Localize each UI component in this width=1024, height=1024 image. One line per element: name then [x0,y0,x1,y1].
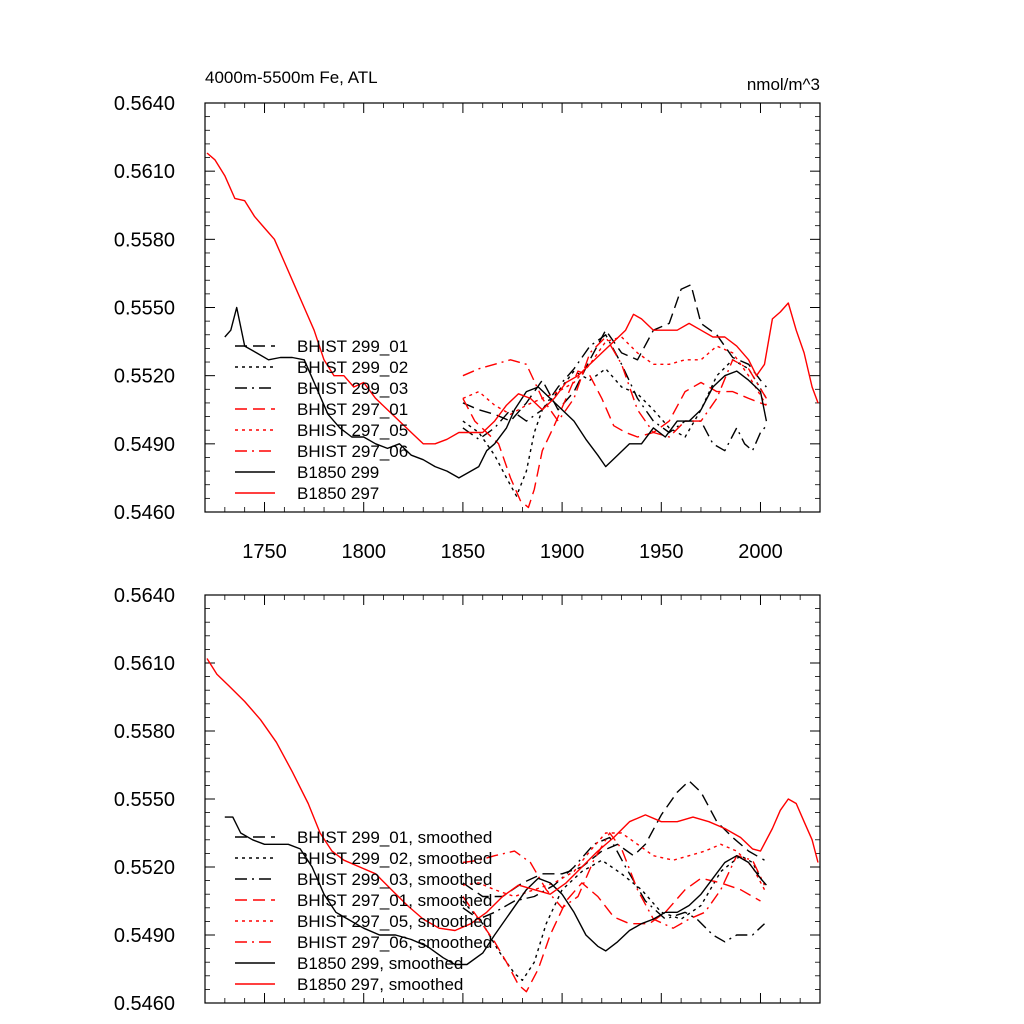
legend-label: B1850 299, smoothed [297,954,463,973]
y-tick-label: 0.5610 [114,161,175,183]
series-line-5 [462,832,766,898]
legend-label: B1850 299 [297,463,379,482]
y-tick-label: 0.5550 [114,298,175,320]
series-line-2 [462,855,766,981]
chart-panel-2: 0.5460 0.5490 0.5520 0.5550 0.5580 0.5610 0.56… [114,585,821,1015]
series-line-6 [462,832,766,929]
y-tick-label: 0.5520 [114,857,175,879]
series-line-7 [224,306,768,479]
series-line-3 [462,334,767,452]
legend-label: BHIST 297_06 [297,442,408,461]
y-tick-label: 0.5580 [114,229,175,251]
x-tick-label: 1750 [242,541,287,563]
y-tick-label: 0.5460 [114,993,175,1015]
legend-label: B1850 297, smoothed [297,975,463,994]
legend-label: BHIST 299_02, smoothed [297,849,492,868]
y-tick-label: 0.5490 [114,925,175,947]
series-line-3 [462,836,765,943]
x-tick-label: 1900 [540,541,585,563]
legend: BHIST 299_01, smoothed BHIST 299_02, smoo… [235,828,492,994]
y-tick-label: 0.5610 [114,653,175,675]
y-tick-label: 0.5580 [114,721,175,743]
x-tick-label: 1850 [441,541,486,563]
legend-label: BHIST 299_03 [297,379,408,398]
chart-title: 4000m-5500m Fe, ATL [205,68,378,87]
series-line-6 [462,336,767,438]
data-lines [206,658,819,993]
y-tick-label: 0.5640 [114,585,175,607]
legend-label: BHIST 299_02 [297,358,408,377]
legend-label: BHIST 299_01, smoothed [297,828,492,847]
x-tick-label: 2000 [738,541,783,563]
legend-label: BHIST 299_01 [297,337,408,356]
series-line-4 [462,370,767,509]
y-tick-label: 0.5550 [114,789,175,811]
y-tick-label: 0.5490 [114,434,175,456]
y-tick-label: 0.5460 [114,502,175,524]
legend-label: BHIST 297_01 [297,400,408,419]
series-line-1 [462,284,767,422]
legend-label: BHIST 299_03, smoothed [297,870,492,889]
series-line-7 [224,816,767,966]
series-line-4 [462,877,761,993]
legend-label: BHIST 297_06, smoothed [297,933,492,952]
y-tick-label: 0.5640 [114,93,175,115]
chart-units: nmol/m^3 [747,75,820,94]
series-line-5 [462,336,767,415]
series-line-2 [462,359,767,497]
legend-label: BHIST 297_05 [297,421,408,440]
data-lines [206,152,819,509]
legend-label: BHIST 297_01, smoothed [297,891,492,910]
legend-label: BHIST 297_05, smoothed [297,912,492,931]
chart-panel-1: 4000m-5500m Fe, ATL nmol/m^3 0.5460 0.5490 0… [114,68,821,563]
series-line-8 [206,152,819,445]
x-tick-label: 1800 [341,541,386,563]
y-tick-label: 0.5520 [114,366,175,388]
series-line-8 [206,658,819,932]
legend: BHIST 299_01 BHIST 299_02 BHIST 299_03 BHIS… [235,337,408,503]
legend-label: B1850 297 [297,484,379,503]
x-tick-label: 1950 [639,541,684,563]
